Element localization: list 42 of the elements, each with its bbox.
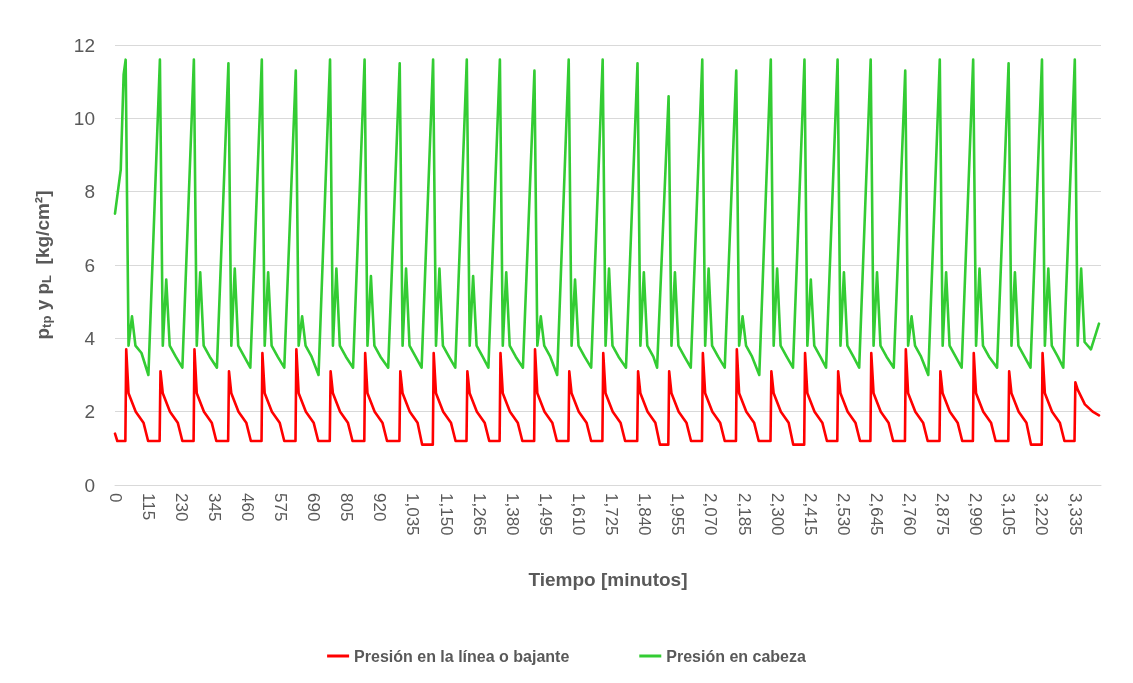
x-tick-label: 230 xyxy=(171,493,191,522)
y-tick-label: 12 xyxy=(73,34,95,56)
x-tick-label: 345 xyxy=(204,493,224,522)
x-tick-label: 1,610 xyxy=(568,493,588,536)
x-tick-label: 2,875 xyxy=(933,493,953,536)
x-tick-label: 2,990 xyxy=(966,493,986,536)
y-tick-label: 6 xyxy=(84,254,95,276)
y-tick-label: 10 xyxy=(73,107,95,129)
x-tick-label: 2,760 xyxy=(900,493,920,536)
y-tick-label: 0 xyxy=(84,474,95,496)
x-tick-label: 1,955 xyxy=(668,493,688,536)
x-tick-label: 2,415 xyxy=(800,493,820,536)
x-tick-label: 1,725 xyxy=(602,493,622,536)
y-tick-label: 4 xyxy=(84,327,96,349)
x-tick-label: 460 xyxy=(237,493,257,522)
x-axis-title: Tiempo [minutos] xyxy=(528,569,688,590)
x-tick-label: 575 xyxy=(271,493,291,522)
x-tick-label: 0 xyxy=(105,493,125,503)
x-tick-label: 920 xyxy=(370,493,390,522)
x-tick-label: 2,300 xyxy=(767,493,787,536)
y-tick-label: 8 xyxy=(84,181,95,203)
line-series xyxy=(113,58,1101,377)
x-tick-label: 1,840 xyxy=(635,493,655,536)
x-tick-label: 805 xyxy=(337,493,357,522)
x-tick-label: 2,070 xyxy=(701,493,721,536)
legend-label: Presión en la línea o bajante xyxy=(354,647,570,665)
x-tick-label: 1,380 xyxy=(502,493,522,536)
x-tick-label: 1,150 xyxy=(436,493,456,536)
x-tick-label: 3,220 xyxy=(1032,493,1052,536)
x-tick-label: 3,335 xyxy=(1065,493,1085,536)
x-tick-label: 115 xyxy=(138,493,158,521)
y-tick-label: 2 xyxy=(84,401,95,423)
legend-label: Presión en cabeza xyxy=(666,647,806,665)
x-tick-label: 1,035 xyxy=(403,493,423,536)
line-series xyxy=(113,348,1101,446)
x-tick-label: 1,265 xyxy=(469,493,489,536)
x-tick-label: 3,105 xyxy=(999,493,1019,536)
x-tick-label: 690 xyxy=(304,493,324,522)
x-tick-label: 2,185 xyxy=(734,493,754,536)
x-tick-label: 1,495 xyxy=(535,493,555,536)
x-tick-label: 2,530 xyxy=(833,493,853,536)
x-tick-label: 2,645 xyxy=(866,493,886,536)
